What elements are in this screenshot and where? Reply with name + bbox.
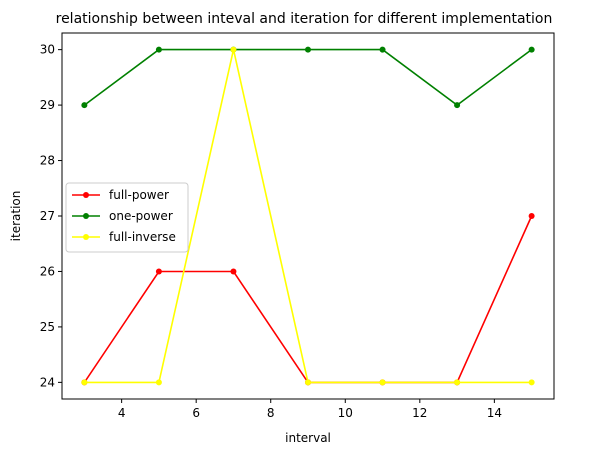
- legend-item: one-power: [72, 209, 173, 223]
- legend-swatch-marker: [83, 192, 89, 198]
- y-tick-label: 27: [40, 209, 55, 223]
- legend-label: full-inverse: [109, 230, 176, 244]
- y-tick-label: 25: [40, 320, 55, 334]
- legend-item: full-power: [72, 188, 169, 202]
- y-tick-label: 28: [40, 154, 55, 168]
- x-tick-label: 14: [487, 406, 502, 420]
- x-axis: 4 6 8 10 12 14: [118, 399, 502, 420]
- x-tick-label: 4: [118, 406, 126, 420]
- legend-label: full-power: [109, 188, 169, 202]
- legend-item: full-inverse: [72, 230, 176, 244]
- x-axis-label: interval: [285, 431, 331, 445]
- data-point: [155, 268, 162, 275]
- data-point: [305, 379, 311, 386]
- data-point: [528, 213, 535, 219]
- y-tick-label: 26: [40, 264, 55, 278]
- data-point: [155, 379, 162, 386]
- y-tick-label: 29: [40, 98, 55, 112]
- data-point: [230, 268, 237, 275]
- data-point: [155, 46, 162, 53]
- legend-label: one-power: [109, 209, 173, 223]
- y-tick-label: 24: [40, 375, 55, 389]
- data-point: [230, 46, 237, 53]
- x-tick-label: 10: [338, 406, 353, 420]
- y-axis: 24 25 26 27 28 29 30: [40, 43, 62, 389]
- legend-box: [65, 182, 189, 253]
- data-point: [528, 379, 535, 386]
- data-point: [454, 102, 461, 109]
- data-point: [454, 379, 461, 386]
- data-point: [379, 379, 386, 386]
- x-tick-label: 12: [412, 406, 427, 420]
- legend-swatch-marker: [83, 213, 89, 219]
- x-tick-label: 8: [267, 406, 275, 420]
- series-layer: [81, 46, 535, 386]
- chart-title: relationship between inteval and iterati…: [56, 11, 553, 27]
- data-point: [81, 379, 88, 386]
- y-axis-label: iteration: [9, 191, 23, 242]
- data-point: [81, 102, 88, 109]
- plot-frame: [61, 32, 555, 400]
- legend: full-power one-power full-inverse: [65, 182, 189, 253]
- series-full-inverse: [81, 46, 535, 386]
- y-tick-label: 30: [40, 43, 55, 57]
- data-point: [528, 46, 535, 53]
- x-tick-label: 6: [192, 406, 200, 420]
- data-point: [305, 46, 311, 53]
- data-point: [379, 46, 386, 53]
- legend-swatch-marker: [83, 234, 89, 240]
